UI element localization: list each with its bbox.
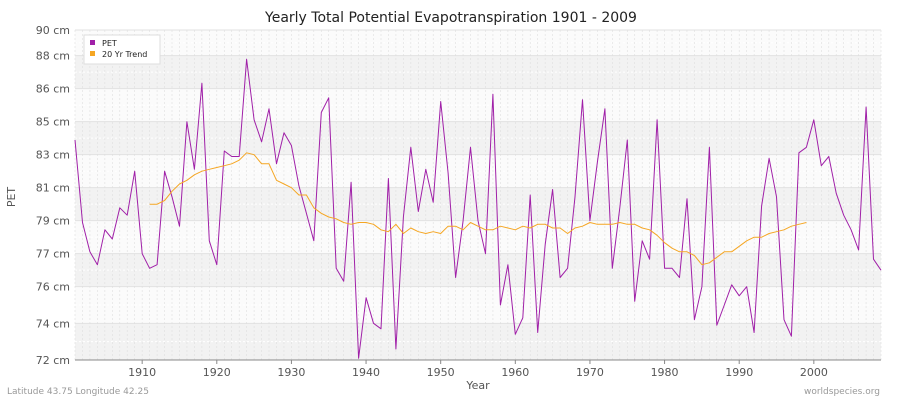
y-tick-label: 72 cm (36, 354, 70, 367)
y-tick-label: 86 cm (36, 83, 70, 96)
legend-label-pet: PET (102, 39, 117, 48)
y-tick-label: 88 cm (36, 50, 70, 63)
legend-swatch-trend (90, 51, 95, 56)
y-axis-ticks: 72 cm 74 cm 76 cm 77 cm 79 cm 81 cm 83 cm 85 cm… (36, 24, 70, 367)
footer-location: Latitude 43.75 Longitude 42.25 (7, 387, 149, 397)
y-tick-label: 74 cm (36, 317, 70, 330)
x-tick-label: 1920 (203, 366, 231, 379)
legend-box (83, 34, 161, 65)
y-tick-label: 77 cm (36, 248, 70, 261)
x-axis-ticks: 1910 1920 1930 1940 1950 1960 1970 1980 1990 2000 (128, 360, 828, 379)
plot-band (75, 286, 881, 324)
legend-label-trend: 20 Yr Trend (102, 50, 147, 59)
y-tick-label: 90 cm (36, 24, 70, 37)
y-tick-label: 81 cm (36, 182, 70, 195)
footer-credit: worldspecies.org (804, 387, 880, 397)
y-tick-label: 83 cm (36, 149, 70, 162)
x-tick-label: 1950 (427, 366, 455, 379)
legend-swatch-pet (90, 40, 95, 45)
series-lines (74, 58, 882, 359)
x-tick-label: 2000 (800, 366, 828, 379)
x-tick-label: 1930 (277, 366, 305, 379)
y-axis-label: PET (5, 187, 18, 208)
x-tick-label: 1980 (651, 366, 679, 379)
pet-series-line (74, 58, 882, 359)
chart-title: Yearly Total Potential Evapotranspiratio… (264, 10, 637, 26)
x-tick-label: 1960 (501, 366, 529, 379)
x-tick-label: 1970 (576, 366, 604, 379)
legend: PET 20 Yr Trend (83, 34, 161, 65)
y-tick-label: 85 cm (36, 116, 70, 129)
trend-series-line (149, 152, 807, 266)
x-tick-label: 1940 (352, 366, 380, 379)
x-tick-label: 1910 (128, 366, 156, 379)
y-tick-label: 76 cm (36, 281, 70, 294)
y-tick-label: 79 cm (36, 215, 70, 228)
x-axis-label: Year (465, 379, 490, 392)
plot-band (75, 323, 881, 360)
x-tick-label: 1990 (725, 366, 753, 379)
